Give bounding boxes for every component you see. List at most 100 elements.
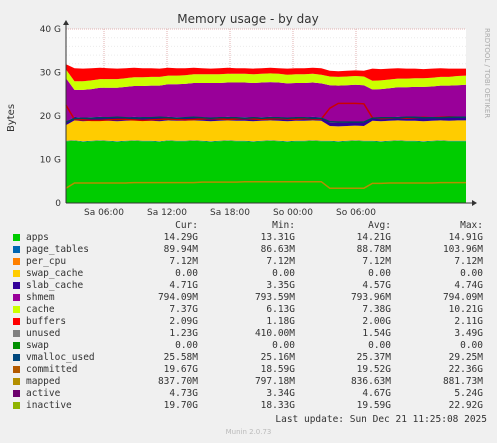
legend-name: buffers	[26, 316, 67, 327]
legend-cur: 19.67G	[163, 364, 198, 375]
legend-max: 5.24G	[454, 388, 483, 399]
legend-header-min: Min:	[272, 220, 295, 231]
legend-cur: 25.58M	[163, 352, 198, 363]
legend-swatch	[13, 246, 20, 253]
legend-swatch	[13, 318, 20, 325]
y-tick-label: 10 G	[40, 156, 61, 166]
legend-max: 0.00	[460, 268, 483, 279]
legend-row-swap: swap 0.00 0.00 0.00 0.00	[0, 340, 497, 352]
y-tick-label: 20 G	[40, 112, 61, 122]
area-cache	[66, 78, 466, 123]
legend-avg: 4.67G	[362, 388, 391, 399]
line-active	[65, 180, 466, 189]
legend-avg: 88.78M	[356, 244, 391, 255]
legend-min: 18.59G	[260, 364, 295, 375]
legend-min: 13.31G	[260, 232, 295, 243]
legend-swatch	[13, 282, 20, 289]
x-tick-label: Sa 18:00	[210, 208, 250, 218]
legend-row-committed: committed 19.67G 18.59G 19.52G 22.36G	[0, 364, 497, 376]
legend-min: 797.18M	[254, 376, 295, 387]
area-page-tables	[66, 140, 466, 142]
legend-name: active	[26, 388, 61, 399]
legend-cur: 2.09G	[169, 316, 198, 327]
rrdtool-credit: RRDTOOL / TOBI OETIKER	[483, 28, 491, 118]
legend-avg: 7.12M	[362, 256, 391, 267]
y-axis-label: Bytes	[6, 104, 17, 132]
legend-min: 18.33G	[260, 400, 295, 411]
legend-row-unused: unused 1.23G 410.00M 1.54G 3.49G	[0, 328, 497, 340]
legend-row-active: active 4.73G 3.34G 4.67G 5.24G	[0, 388, 497, 400]
chart-title: Memory usage - by day	[177, 12, 318, 26]
memory-chart: Memory usage - by day Bytes RRDTOOL / TO…	[0, 0, 497, 220]
legend-name: apps	[26, 232, 49, 243]
legend-max: 2.11G	[454, 316, 483, 327]
legend-swatch	[13, 294, 20, 301]
legend-name: mapped	[26, 376, 61, 387]
legend-cur: 7.12M	[169, 256, 198, 267]
legend-row-cache: cache 7.37G 6.13G 7.38G 10.21G	[0, 304, 497, 316]
plot-area: 0 10 G 20 G 30 G 40 G Sa 06:00 Sa 12:00 Sa 18:0…	[40, 20, 477, 218]
legend-avg: 793.96M	[350, 292, 391, 303]
legend-name: swap_cache	[26, 268, 84, 279]
legend-header-max: Max:	[460, 220, 483, 231]
legend-max: 3.49G	[454, 328, 483, 339]
legend-avg: 2.00G	[362, 316, 391, 327]
munin-version: Munin 2.0.73	[225, 428, 272, 436]
legend-min: 6.13G	[266, 304, 295, 315]
legend-name: unused	[26, 328, 61, 339]
legend-avg: 19.59G	[356, 400, 391, 411]
legend-avg: 14.21G	[356, 232, 391, 243]
legend-row-per-cpu: per_cpu 7.12M 7.12M 7.12M 7.12M	[0, 256, 497, 268]
legend-row-buffers: buffers 2.09G 1.18G 2.00G 2.11G	[0, 316, 497, 328]
legend-avg: 836.63M	[350, 376, 391, 387]
legend-avg: 25.37M	[356, 352, 391, 363]
legend-min: 1.18G	[266, 316, 295, 327]
legend-min: 86.63M	[260, 244, 295, 255]
legend-row-swap-cache: swap_cache 0.00 0.00 0.00 0.00	[0, 268, 497, 280]
y-axis-arrow	[63, 20, 69, 25]
legend-cur: 7.37G	[169, 304, 198, 315]
legend-name: slab_cache	[26, 280, 84, 291]
legend-cur: 0.00	[175, 340, 198, 351]
legend-swatch	[13, 366, 20, 373]
legend-max: 14.91G	[448, 232, 483, 243]
legend-header-avg: Avg:	[368, 220, 391, 231]
x-tick-label: Sa 06:00	[84, 208, 124, 218]
y-tick-label: 40 G	[40, 25, 61, 35]
legend-row-vmalloc-used: vmalloc_used 25.58M 25.16M 25.37M 29.25M	[0, 352, 497, 364]
legend-cur: 794.09M	[157, 292, 198, 303]
legend-cur: 4.71G	[169, 280, 198, 291]
x-tick-label: So 00:00	[273, 208, 313, 218]
last-update: Last update: Sun Dec 21 11:25:08 2025	[275, 414, 487, 425]
legend-swatch	[13, 390, 20, 397]
legend-row-shmem: shmem 794.09M 793.59M 793.96M 794.09M	[0, 292, 497, 304]
legend-swatch	[13, 258, 20, 265]
legend-row-apps: apps 14.29G 13.31G 14.21G 14.91G	[0, 232, 497, 244]
legend-name: per_cpu	[26, 256, 67, 267]
legend-cur: 14.29G	[163, 232, 198, 243]
legend-swatch	[13, 402, 20, 409]
legend-avg: 7.38G	[362, 304, 391, 315]
legend-cur: 0.00	[175, 268, 198, 279]
legend-avg: 0.00	[368, 268, 391, 279]
legend-name: page_tables	[26, 244, 89, 255]
legend-max: 7.12M	[454, 256, 483, 267]
legend-swatch	[13, 378, 20, 385]
legend-min: 410.00M	[254, 328, 295, 339]
x-tick-label: So 06:00	[336, 208, 376, 218]
legend-swatch	[13, 330, 20, 337]
legend-max: 0.00	[460, 340, 483, 351]
legend-avg: 1.54G	[362, 328, 391, 339]
legend-name: inactive	[26, 400, 72, 411]
legend-name: vmalloc_used	[26, 352, 95, 363]
legend-swatch	[13, 234, 20, 241]
area-buffers	[66, 69, 466, 90]
legend-row-mapped: mapped 837.70M 797.18M 836.63M 881.73M	[0, 376, 497, 388]
legend-cur: 1.23G	[169, 328, 198, 339]
legend-min: 0.00	[272, 268, 295, 279]
legend-name: committed	[26, 364, 78, 375]
legend-min: 3.34G	[266, 388, 295, 399]
legend-min: 0.00	[272, 340, 295, 351]
legend-row-page-tables: page_tables 89.94M 86.63M 88.78M 103.96M	[0, 244, 497, 256]
legend-max: 4.74G	[454, 280, 483, 291]
